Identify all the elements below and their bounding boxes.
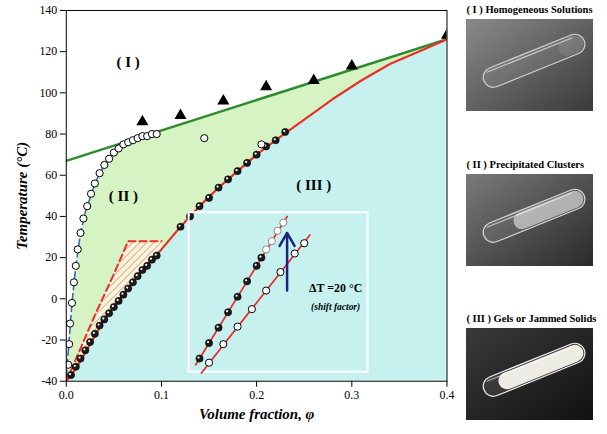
svg-text:20: 20 [45,250,57,264]
svg-text:80: 80 [45,127,57,141]
svg-text:60: 60 [45,168,57,182]
svg-text:100: 100 [39,86,57,100]
svg-text:40: 40 [45,209,57,223]
svg-text:0.4: 0.4 [440,388,455,402]
svg-text:( III ): ( III ) [296,177,331,194]
svg-text:0: 0 [51,292,57,306]
svg-text:140: 140 [39,3,57,17]
html-text:( III ) Gels or Jammed Solids: ( III ) Gels or Jammed Solids [466,313,597,324]
svg-text:0.1: 0.1 [154,388,169,402]
svg-text:( II ): ( II ) [109,188,138,205]
svg-text:0.3: 0.3 [344,388,359,402]
svg-text:-20: -20 [41,333,57,347]
svg-text:0.0: 0.0 [59,388,74,402]
html-text:( II ) Precipitated Clusters: ( II ) Precipitated Clusters [466,158,585,170]
svg-text:ΔT =20 °C: ΔT =20 °C [309,281,362,295]
svg-text:-40: -40 [41,374,57,388]
svg-text:Temperature (°C): Temperature (°C) [14,142,31,250]
svg-text:0.2: 0.2 [249,388,264,402]
svg-text:120: 120 [39,44,57,58]
svg-text:( I ): ( I ) [117,54,140,71]
svg-text:Volume fraction, φ: Volume fraction, φ [199,406,315,422]
html-text:( I ) Homogeneous Solutions: ( I ) Homogeneous Solutions [466,4,593,15]
svg-text:(shift factor): (shift factor) [311,302,360,313]
